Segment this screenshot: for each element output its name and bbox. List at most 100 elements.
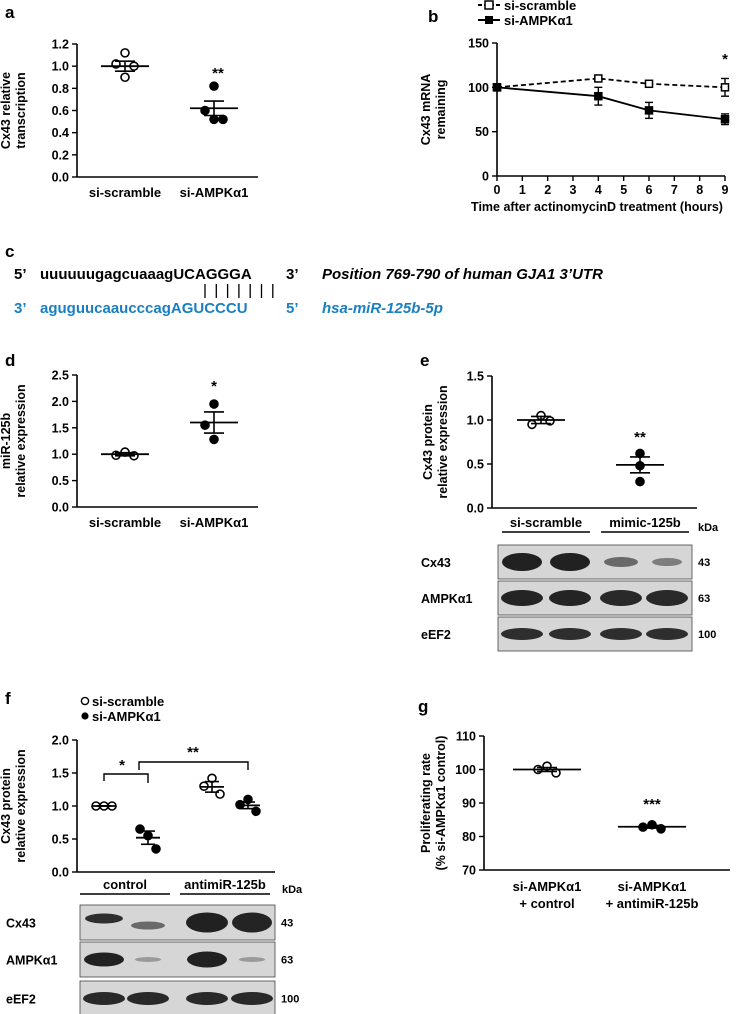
legend-b-marker-open — [484, 0, 494, 10]
blot-band — [186, 912, 228, 933]
seq-top-lower: uuuuuugagcuaaag — [40, 266, 173, 283]
chart-g: 70 80 90 100 110 Proliferating rate (% si-AMPK… — [419, 730, 730, 911]
significance-bracket — [103, 773, 149, 783]
base-pairing-lines — [204, 284, 274, 298]
blot-band — [84, 952, 124, 967]
y-tick-label: 50 — [475, 125, 489, 139]
panel-label-b: b — [428, 7, 438, 26]
legend-f-marker-open — [80, 696, 90, 706]
y-axis-title: relative expression — [14, 384, 28, 497]
significance-star: *** — [643, 796, 661, 813]
blot-protein-label: Cx43 — [421, 556, 451, 570]
x-axis-title: Time after actinomycinD treatment (hours… — [471, 200, 723, 214]
blot-band — [646, 628, 688, 640]
panel-label-g: g — [418, 697, 428, 716]
data-point — [209, 434, 219, 445]
x-tick-label: 8 — [696, 183, 703, 197]
panel-label-f: f — [5, 689, 11, 708]
data-point — [120, 72, 130, 83]
blot-band — [600, 628, 642, 640]
y-axis-title: Cx43 protein — [421, 404, 435, 480]
y-tick-label: 110 — [456, 730, 476, 744]
blot-band — [239, 957, 265, 962]
x-category-label: si-AMPKα1 — [618, 879, 687, 894]
x-tick-label: 0 — [494, 183, 501, 197]
significance-star: * — [211, 378, 217, 395]
legend-f: si-scramble si-AMPKα1 — [80, 694, 164, 724]
blot-group-label: control — [103, 877, 147, 892]
x-tick-label: 3 — [570, 183, 577, 197]
y-tick-label: 0.0 — [52, 866, 69, 880]
y-tick-label: 1.0 — [52, 448, 69, 462]
x-tick-label: 7 — [671, 183, 678, 197]
y-tick-label: 1.0 — [467, 414, 484, 428]
data-point — [151, 844, 161, 854]
blot-group-label: si-scramble — [510, 515, 582, 530]
data-point — [209, 81, 219, 91]
blot-kda-unit: kDa — [282, 884, 303, 896]
y-tick-label: 1.5 — [467, 370, 484, 384]
y-axis-title: Cx43 mRNA — [419, 74, 433, 146]
series-line-1 — [496, 86, 726, 121]
blot-protein-label: eEF2 — [6, 993, 36, 1007]
x-tick-label: 6 — [646, 183, 653, 197]
significance-star: * — [722, 51, 728, 68]
x-tick-label: 4 — [595, 183, 602, 197]
y-tick-label: 2.0 — [52, 395, 69, 409]
y-tick-label: 0.8 — [52, 82, 69, 96]
blot-protein-label: AMPKα1 — [421, 592, 472, 606]
seq-bottom-upper: AGUCCCU — [171, 300, 248, 317]
blot-kda-label: 100 — [281, 994, 299, 1006]
x-category-label: si-scramble — [89, 515, 161, 530]
blot-band — [85, 913, 123, 924]
x-tick-label: 9 — [722, 183, 729, 197]
y-tick-label: 2.0 — [52, 734, 69, 748]
significance-star: ** — [187, 744, 199, 761]
legend-b-label-1: si-AMPKα1 — [504, 13, 573, 28]
x-tick-label: 1 — [519, 183, 526, 197]
significance-bracket — [138, 761, 249, 770]
data-point — [635, 476, 645, 487]
blot-band — [187, 951, 227, 968]
y-axis-title: Proliferating rate — [419, 753, 433, 853]
data-point — [594, 74, 603, 83]
data-point — [492, 83, 502, 92]
blot-band — [127, 992, 169, 1005]
blot-group-label: mimic-125b — [609, 515, 681, 530]
blot-band — [549, 628, 591, 640]
legend-b-marker-filled — [485, 16, 493, 24]
chart-e: 0.0 0.5 1.0 1.5 Cx43 protein relative express… — [421, 370, 697, 516]
y-axis-title: Cx43 protein — [0, 768, 13, 844]
legend-b-label-0: si-scramble — [504, 0, 576, 13]
seq-bottom: aguguucaaucccagAGUCCCU — [40, 300, 248, 317]
significance-star: ** — [212, 65, 224, 82]
y-tick-label: 0.2 — [52, 148, 69, 162]
chart-b: 0 50 100 150 Cx43 mRNA remaining 0 1 2 3 4 5 6 7 8 9 Tim… — [419, 37, 730, 214]
western-blot-f: control antimiR-125b kDa Cx43 43 AMPKα1 63 eEF2… — [6, 877, 303, 1014]
data-point — [644, 79, 654, 89]
y-tick-label: 1.0 — [52, 800, 69, 814]
y-tick-label: 1.2 — [52, 38, 69, 52]
seq-top-upper: UCAGGGA — [173, 266, 252, 283]
blot-band — [646, 590, 688, 606]
chart-a: 0.0 0.2 0.4 0.6 0.8 1.0 1.2 Cx43 relative transc… — [0, 38, 258, 200]
seq-top: uuuuuugagcuaaagUCAGGGA — [40, 266, 252, 283]
blot-band — [501, 628, 543, 640]
data-point — [120, 48, 130, 58]
blot-kda-label: 100 — [698, 629, 716, 641]
x-category-label: si-AMPKα1 — [180, 185, 249, 200]
panel-label-c: c — [5, 242, 14, 261]
blot-protein-label: eEF2 — [421, 628, 451, 642]
y-tick-label: 0.5 — [52, 833, 69, 847]
series-line-0 — [496, 77, 726, 89]
blot-band — [131, 921, 165, 930]
x-tick-label: 2 — [544, 183, 551, 197]
blot-protein-label: Cx43 — [6, 917, 36, 931]
blot-band — [550, 553, 590, 571]
y-axis-title: transcription — [14, 72, 28, 148]
y-tick-label: 0.5 — [467, 458, 484, 472]
y-tick-label: 1.5 — [52, 767, 69, 781]
y-tick-label: 90 — [462, 797, 476, 811]
legend-f-label-0: si-scramble — [92, 694, 164, 709]
